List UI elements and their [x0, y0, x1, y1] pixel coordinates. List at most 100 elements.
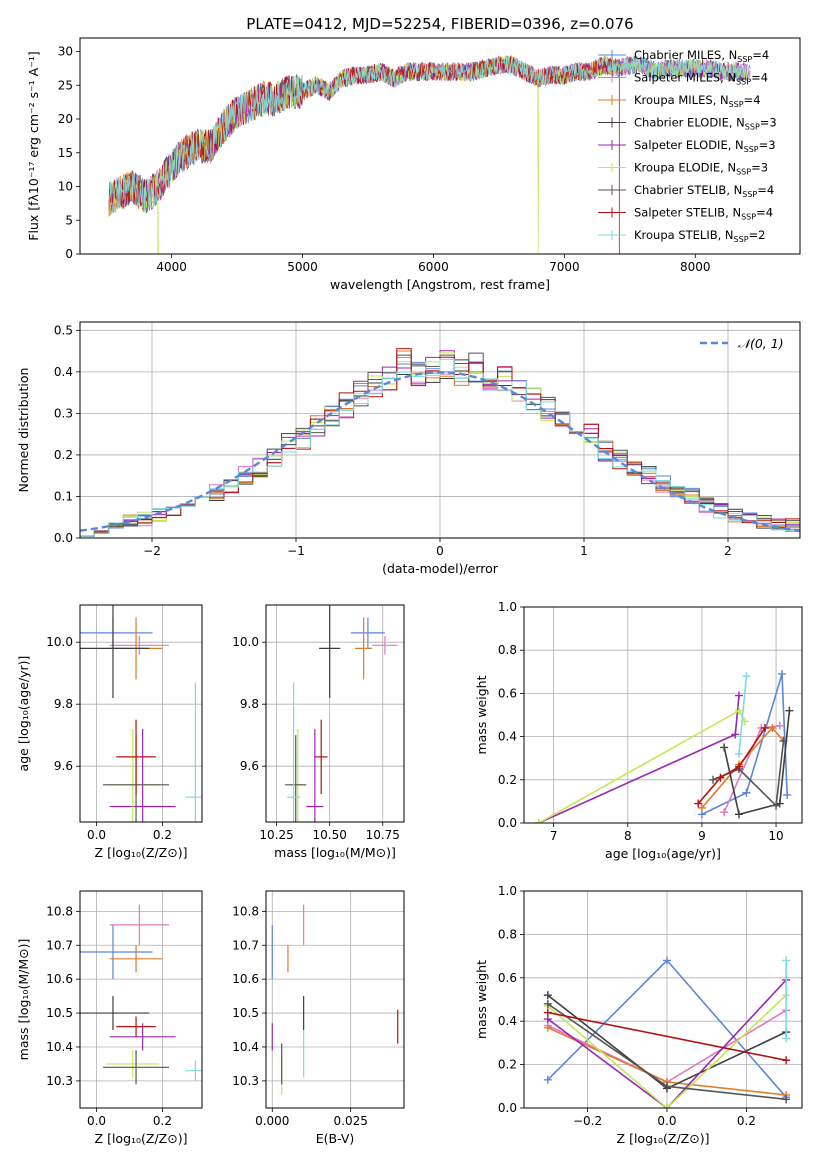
legend-nssp-prefix: , N: [718, 228, 734, 242]
weight-line: [701, 673, 788, 816]
legend-label: Salpeter ELODIE, NSSP=3: [634, 138, 776, 154]
legend-nssp-value: 4: [767, 183, 774, 197]
x-tick-label: 7000: [549, 260, 580, 274]
legend-model-name: Kroupa MILES: [634, 93, 713, 107]
weight-line: [547, 979, 787, 1108]
y-tick-label: 0.5: [54, 323, 73, 337]
chart-spectrum: 4000 5000 6000 7000 8000 0 5 10 15 20 25 30 waveleng…: [26, 37, 801, 292]
y-tick-label: 0.8: [498, 927, 517, 941]
x-tick-label: 1: [580, 544, 588, 558]
y-tick-label: 10.3: [232, 1074, 259, 1088]
axes-frame: [79, 604, 203, 823]
y-tick-label: 0.4: [54, 365, 73, 379]
y-tick-label: 0.0: [498, 1101, 517, 1115]
x-tick-label: 0.2: [153, 828, 172, 842]
legend-model-name: Chabrier MILES: [634, 48, 721, 62]
x-axis-label: E(B-V): [316, 1131, 355, 1146]
y-tick-label: 0.8: [498, 643, 517, 657]
legend-model-name: Kroupa STELIB: [634, 228, 718, 242]
legend-nssp-eq: =: [749, 228, 759, 242]
x-tick-label: 10.50: [313, 828, 347, 842]
y-axis-label: mass [log₁₀(M/M⊙)]: [16, 939, 31, 1061]
legend-model-name: Kroupa ELODIE: [634, 161, 720, 175]
legend-nssp-eq: =: [751, 71, 761, 85]
legend-nssp-prefix: , N: [729, 116, 745, 130]
y-tick-label: 0.2: [54, 448, 73, 462]
y-tick-label: 10.0: [46, 635, 73, 649]
weight-marker: [734, 810, 743, 819]
legend-nssp-value: 3: [768, 138, 775, 152]
weight-marker: [720, 743, 729, 752]
weight-marker: [782, 956, 791, 965]
x-tick-label: 7: [550, 829, 558, 843]
y-tick-label: 10.4: [46, 1040, 73, 1054]
weight-marker: [543, 1075, 552, 1084]
legend-nssp-value: 3: [761, 161, 768, 175]
y-tick-label: 0.0: [498, 816, 517, 830]
plot-area: [285, 605, 398, 822]
y-tick-label: 25: [58, 78, 73, 92]
x-axis-label: (data-model)/error: [382, 561, 499, 576]
weight-marker: [779, 736, 788, 745]
axes-frame: [523, 890, 803, 1109]
legend-nssp-value: 4: [753, 93, 760, 107]
y-tick-label: 0.4: [498, 730, 517, 744]
chart-mass-vs-Z: 0.0 0.2 10.3 10.4 10.5 10.6 10.7 10.8 Z [log₁₀(Z…: [16, 890, 203, 1146]
legend-nssp-eq: =: [757, 183, 767, 197]
x-axis-label: Z [log₁₀(Z/Z⊙)]: [95, 1131, 188, 1146]
axes-frame: [79, 321, 801, 539]
y-axis-label: mass weight: [474, 960, 489, 1039]
x-tick-label: 9: [698, 829, 706, 843]
y-tick-label: 30: [58, 45, 73, 59]
legend-label: Chabrier MILES, NSSP=4: [634, 48, 769, 64]
weight-marker: [716, 773, 725, 782]
y-tick-label: 0.2: [498, 1058, 517, 1072]
weight-marker: [694, 799, 703, 808]
legend-nssp-sub: SSP: [737, 55, 752, 64]
weight-line: [547, 1011, 787, 1062]
legend-nssp-prefix: , N: [726, 183, 742, 197]
x-axis-label: Z [log₁₀(Z/Z⊙)]: [95, 845, 188, 860]
weight-marker: [543, 991, 552, 1000]
x-axis-label: mass [log₁₀(M/M⊙)]: [274, 845, 396, 860]
legend-label: Salpeter STELIB, NSSP=4: [634, 206, 773, 222]
weight-marker: [720, 808, 729, 817]
chart-weight-vs-Z: −0.2 0.0 0.2 0.0 0.2 0.4 0.6 0.8 1.0 Z [log₁₀(Z/Z…: [474, 884, 803, 1146]
legend-nssp-prefix: , N: [721, 48, 737, 62]
weight-marker: [734, 762, 743, 771]
y-tick-label: 10.0: [232, 635, 259, 649]
y-tick-label: 0: [65, 247, 73, 261]
histogram-kroupa-stelib: [80, 358, 800, 538]
x-tick-label: 5000: [287, 260, 318, 274]
chart-age-vs-mass: 10.25 10.50 10.75 9.6 9.8 10.0 mass [log₁₀(M/M…: [232, 604, 405, 860]
x-tick-label: 0.0: [657, 1114, 676, 1128]
weight-marker: [775, 721, 784, 730]
x-tick-label: 8: [624, 829, 632, 843]
x-tick-label: −2: [143, 544, 161, 558]
legend-label: Chabrier STELIB, NSSP=4: [634, 183, 774, 199]
weight-marker: [777, 669, 786, 678]
axes-frame: [265, 890, 405, 1109]
weight-line: [723, 710, 791, 816]
legend-nssp-prefix: , N: [720, 71, 736, 85]
legend-nssp-eq: =: [751, 161, 761, 175]
weight-line: [538, 695, 740, 823]
weight-marker: [543, 999, 552, 1008]
x-tick-label: 0.000: [255, 1114, 289, 1128]
y-tick-label: 9.6: [240, 759, 259, 773]
chart-residuals: −2 −1 0 1 2 0.0 0.1 0.2 0.3 0.4 0.5 (data-model)/er…: [16, 321, 801, 576]
legend-nssp-sub: SSP: [741, 213, 756, 222]
weight-marker: [662, 1082, 671, 1091]
x-tick-label: 0.2: [737, 1114, 756, 1128]
y-axis-label: Normed distribution: [16, 368, 31, 493]
weight-marker: [662, 1104, 671, 1108]
plot-area: [534, 669, 794, 823]
y-tick-label: 10.5: [232, 1006, 259, 1020]
y-tick-label: 0.3: [54, 406, 73, 420]
y-tick-label: 10.7: [46, 938, 73, 952]
legend-nssp-value: 4: [762, 48, 769, 62]
y-axis-label: Flux [fλ10⁻¹⁷ erg cm⁻² s⁻¹ A⁻¹]: [26, 51, 41, 240]
chart-age-vs-Z: 0.0 0.2 9.6 9.8 10.0 Z [log₁₀(Z/Z⊙)] age [log₁…: [16, 604, 203, 860]
y-tick-label: 10.6: [232, 972, 259, 986]
